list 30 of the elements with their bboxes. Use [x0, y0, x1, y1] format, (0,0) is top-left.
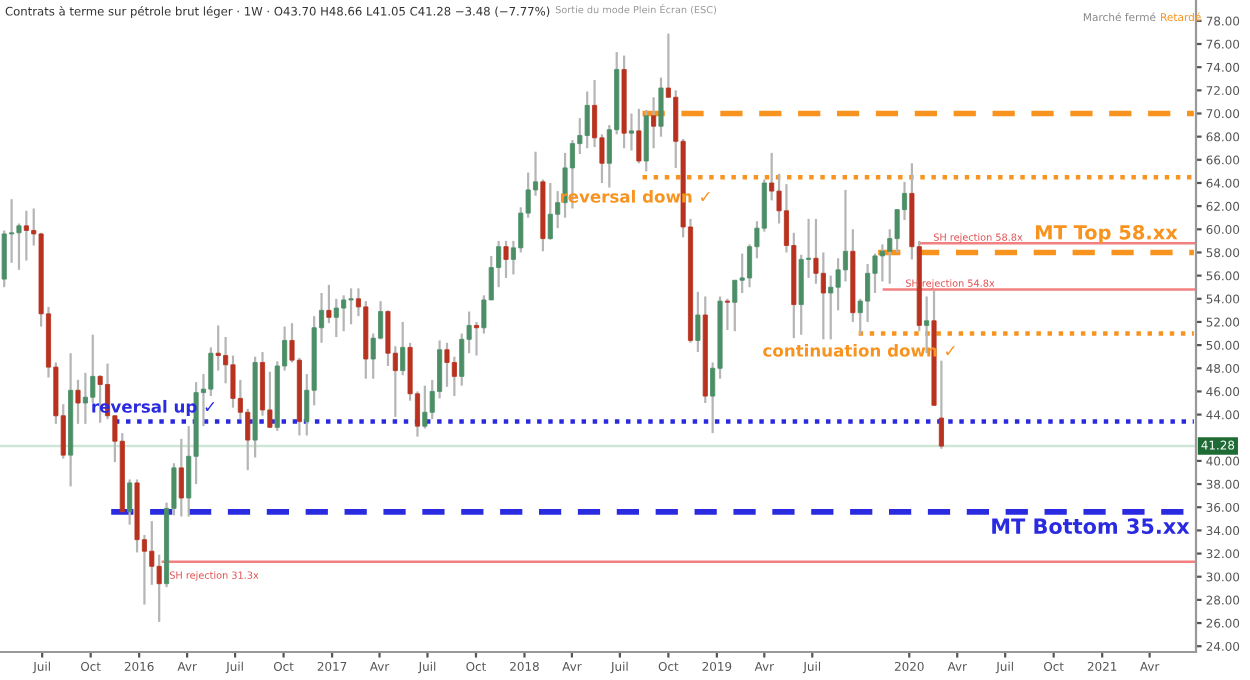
candlestick — [23, 209, 29, 262]
candlestick — [127, 478, 133, 526]
candlestick — [865, 262, 871, 324]
candlestick — [695, 290, 701, 354]
candlestick — [651, 96, 657, 150]
candlestick — [739, 252, 745, 295]
candlestick — [820, 251, 826, 341]
annotation: MT Top 58.xx — [1035, 224, 1178, 244]
candlestick — [828, 274, 834, 341]
candlestick — [400, 320, 406, 377]
candlestick — [326, 283, 332, 325]
candlestick — [178, 437, 184, 518]
candlestick — [75, 378, 81, 425]
candlestick — [82, 371, 88, 425]
candlestick — [348, 287, 354, 326]
candlestick — [503, 239, 509, 280]
candlestick — [584, 90, 590, 150]
annotation: MT Bottom 35.xx — [992, 518, 1190, 535]
candlestick — [473, 320, 480, 357]
candlestick — [422, 384, 428, 430]
candlestick — [628, 112, 634, 152]
candlestick — [333, 297, 339, 339]
candlestick — [724, 297, 730, 332]
candlestick — [341, 294, 347, 333]
candlestick — [444, 341, 450, 388]
candlestick — [842, 188, 848, 283]
candlestick — [636, 107, 642, 165]
candlestick — [451, 355, 457, 398]
candlestick — [547, 181, 553, 241]
candlestick — [879, 243, 885, 283]
